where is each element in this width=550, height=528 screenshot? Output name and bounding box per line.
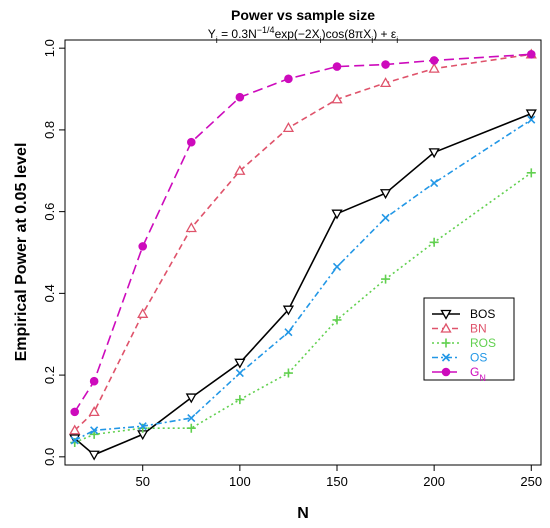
y-tick-label: 0.6 — [42, 203, 57, 221]
data-point — [282, 122, 295, 133]
series-line — [74, 112, 532, 456]
plot-frame — [64, 39, 542, 466]
data-point — [187, 413, 196, 423]
y-axis-label: Empirical Power at 0.05 level — [13, 143, 30, 362]
data-point — [89, 376, 99, 386]
data-point — [440, 309, 452, 320]
legend-entry-label: BOS — [470, 307, 495, 321]
legend-box — [423, 297, 515, 381]
data-point — [381, 213, 390, 222]
data-point — [428, 148, 440, 159]
data-point — [234, 164, 246, 175]
data-point — [379, 189, 392, 200]
y-tick-label: 0.4 — [42, 284, 57, 302]
x-tick-label: 250 — [520, 474, 542, 489]
data-point — [235, 368, 244, 378]
data-point — [332, 62, 342, 71]
series-g — [70, 50, 536, 417]
data-point — [525, 109, 537, 120]
x-axis-label: N — [297, 505, 309, 522]
data-point — [331, 209, 343, 220]
data-point — [70, 436, 79, 445]
data-point — [138, 242, 148, 251]
legend-entry-label: OS — [470, 351, 487, 365]
legend-entry-label: ROS — [470, 336, 496, 350]
y-tick-label: 0.8 — [42, 121, 57, 139]
series-os — [70, 115, 536, 445]
data-point — [441, 353, 451, 362]
data-point — [235, 92, 245, 102]
data-point — [332, 315, 342, 325]
data-point — [88, 406, 100, 417]
data-point — [284, 74, 293, 84]
data-point — [332, 262, 342, 271]
data-point — [69, 424, 81, 435]
y-tick-label: 0.2 — [42, 366, 57, 384]
series-bos — [69, 109, 537, 461]
series-line — [74, 172, 532, 444]
data-point — [88, 450, 100, 461]
data-point — [526, 50, 536, 59]
data-point — [440, 322, 452, 333]
data-point — [441, 367, 451, 377]
legend-entry-label: GN — [470, 365, 486, 383]
data-point — [185, 393, 197, 404]
data-point — [379, 77, 392, 88]
legend-entry-label: BN — [470, 322, 487, 336]
data-point — [282, 305, 295, 316]
x-tick-label: 150 — [326, 474, 348, 489]
data-point — [429, 237, 439, 247]
series-line — [74, 53, 532, 413]
data-point — [186, 137, 196, 147]
series-layer — [69, 48, 537, 461]
data-point — [429, 56, 439, 65]
x-axis: 50 100 150 200 250 — [135, 465, 542, 489]
x-tick-label: 50 — [135, 474, 149, 489]
data-point — [283, 368, 293, 378]
data-point — [441, 338, 451, 348]
data-point — [284, 328, 293, 337]
data-point — [381, 60, 390, 69]
data-point — [428, 62, 440, 73]
x-tick-label: 100 — [229, 474, 251, 489]
y-tick-label: 1.0 — [42, 39, 57, 57]
data-point — [526, 168, 536, 178]
series-line — [74, 119, 532, 442]
x-tick-label: 200 — [423, 474, 445, 489]
data-point — [331, 93, 343, 104]
data-point — [70, 407, 80, 417]
data-point — [137, 307, 149, 318]
y-tick-label: 0.0 — [42, 448, 57, 466]
data-point — [430, 178, 439, 188]
y-axis: 0.0 0.2 0.4 0.6 0.8 1.0 — [42, 39, 65, 466]
data-point — [235, 395, 245, 405]
series-line — [74, 53, 532, 431]
data-point — [186, 423, 196, 433]
data-point — [138, 422, 147, 431]
chart-title: Power vs sample size — [231, 7, 375, 23]
data-point — [90, 426, 99, 435]
chart-subtitle: Yi = 0.3N−1/4exp(−2Xi)cos(8πXi) + εi — [208, 25, 399, 45]
data-point — [234, 358, 246, 369]
data-point — [381, 274, 391, 284]
data-point — [185, 222, 197, 233]
data-point — [527, 115, 536, 124]
